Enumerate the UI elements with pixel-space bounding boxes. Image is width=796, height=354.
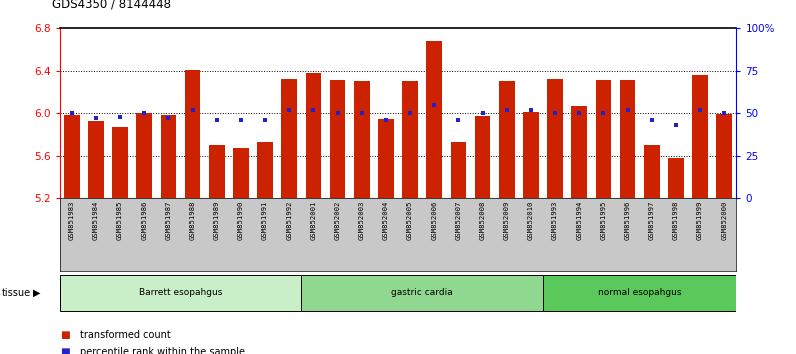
Bar	[161, 115, 176, 198]
Text: GSM851998: GSM851998	[673, 200, 679, 240]
Bar	[88, 121, 103, 198]
Text: GSM851993: GSM851993	[552, 200, 558, 240]
Bar	[572, 106, 587, 198]
Text: GSM851991: GSM851991	[262, 200, 268, 240]
Text: GSM851987: GSM851987	[166, 200, 171, 240]
Text: tissue: tissue	[2, 288, 31, 298]
Bar	[60, 275, 302, 311]
Text: transformed count: transformed count	[80, 330, 170, 339]
Text: normal esopahgus: normal esopahgus	[598, 289, 681, 297]
Text: GSM851990: GSM851990	[238, 200, 244, 240]
Text: gastric cardia: gastric cardia	[392, 289, 453, 297]
Text: GSM852007: GSM852007	[455, 200, 462, 240]
Bar	[668, 158, 684, 198]
Text: GSM852000: GSM852000	[721, 200, 728, 240]
Text: GSM851995: GSM851995	[600, 200, 607, 240]
Bar	[499, 81, 514, 198]
Bar	[378, 119, 394, 198]
Text: GSM851984: GSM851984	[93, 200, 99, 240]
Bar	[595, 80, 611, 198]
Text: ■: ■	[60, 330, 69, 339]
Text: GSM852010: GSM852010	[528, 200, 534, 240]
Bar	[233, 148, 249, 198]
Text: GSM851996: GSM851996	[625, 200, 630, 240]
Text: GSM852003: GSM852003	[359, 200, 365, 240]
Text: GSM851997: GSM851997	[649, 200, 655, 240]
Bar	[209, 145, 224, 198]
Bar	[306, 73, 322, 198]
Text: Barrett esopahgus: Barrett esopahgus	[139, 289, 222, 297]
Bar	[185, 70, 201, 198]
Bar	[402, 81, 418, 198]
Text: GSM851985: GSM851985	[117, 200, 123, 240]
Text: percentile rank within the sample: percentile rank within the sample	[80, 347, 244, 354]
Text: GSM851989: GSM851989	[214, 200, 220, 240]
Text: GSM852006: GSM852006	[431, 200, 437, 240]
Bar	[523, 112, 539, 198]
Bar	[282, 79, 297, 198]
Bar	[620, 80, 635, 198]
Bar	[64, 115, 80, 198]
Bar	[302, 275, 543, 311]
Text: GSM851988: GSM851988	[189, 200, 196, 240]
Text: GSM852002: GSM852002	[334, 200, 341, 240]
Bar	[354, 81, 369, 198]
Text: GSM851983: GSM851983	[68, 200, 75, 240]
Text: ▶: ▶	[33, 288, 41, 298]
Bar	[547, 79, 563, 198]
Text: GSM852004: GSM852004	[383, 200, 389, 240]
Text: GSM851999: GSM851999	[697, 200, 703, 240]
Text: ■: ■	[60, 347, 69, 354]
Bar	[257, 142, 273, 198]
Text: GSM851986: GSM851986	[141, 200, 147, 240]
Bar	[451, 142, 466, 198]
Text: GSM852005: GSM852005	[407, 200, 413, 240]
Bar	[112, 127, 128, 198]
Bar	[136, 113, 152, 198]
Bar	[427, 41, 442, 198]
Text: GSM852008: GSM852008	[479, 200, 486, 240]
Bar	[543, 275, 736, 311]
Bar	[644, 145, 660, 198]
Bar	[716, 114, 732, 198]
Text: GSM851994: GSM851994	[576, 200, 582, 240]
Bar	[330, 80, 345, 198]
Text: GSM852001: GSM852001	[310, 200, 317, 240]
Bar	[693, 75, 708, 198]
Text: GSM851992: GSM851992	[287, 200, 292, 240]
Bar	[474, 116, 490, 198]
Text: GDS4350 / 8144448: GDS4350 / 8144448	[52, 0, 170, 11]
Text: GSM852009: GSM852009	[504, 200, 509, 240]
